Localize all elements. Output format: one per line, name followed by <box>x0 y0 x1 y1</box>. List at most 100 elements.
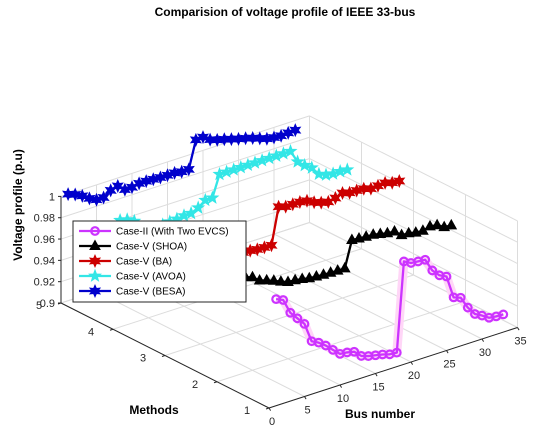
y-axis-label: Methods <box>129 403 179 417</box>
z-tick-label: 1 <box>49 191 55 203</box>
chart-title: Comparision of voltage profile of IEEE 3… <box>155 5 416 19</box>
data-point <box>260 273 273 285</box>
data-point <box>320 340 331 351</box>
legend-label: Case-V (AVOA) <box>116 272 186 283</box>
data-point <box>308 195 321 210</box>
data-point <box>196 130 210 145</box>
data-point <box>83 191 96 206</box>
data-point <box>290 154 305 168</box>
data-point <box>253 131 266 146</box>
x-tick-label: 25 <box>443 359 455 371</box>
data-point <box>191 200 206 214</box>
data-point <box>292 313 303 324</box>
x-axis-line <box>268 327 518 409</box>
y-tick-label: 4 <box>88 326 94 338</box>
x-tick-label: 20 <box>408 370 420 382</box>
data-point <box>300 193 314 208</box>
data-point <box>445 218 458 230</box>
data-point <box>204 132 217 147</box>
x-tick-mark <box>268 407 272 411</box>
data-point <box>265 238 278 253</box>
data-point <box>246 131 259 145</box>
y-tick-label: 1 <box>244 405 250 417</box>
data-point <box>285 307 296 318</box>
data-point <box>431 218 443 230</box>
side-wall-gridline <box>309 200 518 307</box>
data-point <box>111 179 124 193</box>
data-point <box>462 302 473 313</box>
data-point <box>441 271 452 282</box>
x-tick-label: 35 <box>514 336 526 348</box>
data-point <box>182 162 195 177</box>
z-tick-label: 0.9 <box>40 298 55 310</box>
data-point <box>427 265 438 276</box>
legend-swatch-marker <box>88 284 102 298</box>
data-point <box>275 275 287 286</box>
side-wall-gridline <box>309 222 518 328</box>
data-point <box>328 344 338 355</box>
legend-label: Case-II (With Two EVCS) <box>116 227 229 238</box>
y-tick-mark <box>161 355 166 357</box>
legend-label: Case-V (BESA) <box>116 287 185 298</box>
x-tick-label: 30 <box>479 347 491 359</box>
y-tick-mark <box>109 328 114 331</box>
data-point <box>283 143 298 158</box>
legend: Case-II (With Two EVCS) Case-V (SHOA) Case… <box>72 220 247 303</box>
data-point <box>388 224 401 236</box>
z-tick-label: 0.94 <box>34 255 55 267</box>
data-point <box>62 187 75 202</box>
side-wall-gridline <box>309 136 518 243</box>
data-point <box>391 347 402 358</box>
data-point <box>455 292 466 303</box>
legend-entry: Case-V (BESA) <box>79 284 185 298</box>
legend-label: Case-V (SHOA) <box>116 242 187 253</box>
z-tick-label: 0.96 <box>34 234 55 246</box>
data-point <box>299 319 310 329</box>
legend-label: Case-V (BA) <box>116 257 172 268</box>
data-point <box>278 295 289 305</box>
data-point <box>76 188 89 203</box>
data-point <box>267 274 280 285</box>
side-wall-gridline <box>309 158 518 264</box>
series-case-v-besa <box>62 123 302 207</box>
data-point <box>311 166 326 181</box>
data-point <box>304 160 319 174</box>
x-axis-label: Bus number <box>345 407 415 421</box>
x-tick-mark <box>375 373 378 377</box>
legend-entry: Case-II (With Two EVCS) <box>79 226 229 238</box>
legend-swatch-marker <box>90 226 100 236</box>
data-point <box>393 174 406 188</box>
x-tick-mark <box>481 338 485 342</box>
x-tick-label: 10 <box>337 393 349 405</box>
data-point <box>498 309 509 320</box>
legend-swatch-marker <box>88 268 102 282</box>
x-tick-label: 5 <box>304 405 310 417</box>
data-point <box>205 190 220 204</box>
data-point <box>246 270 259 282</box>
y-tick-label: 5 <box>36 300 42 312</box>
data-point <box>297 157 312 172</box>
x-tick-mark <box>339 384 343 388</box>
back-wall-gridline <box>60 115 310 197</box>
y-tick-label: 2 <box>192 379 198 391</box>
x-tick-label: 0 <box>269 416 275 428</box>
y-tick-mark <box>213 381 218 384</box>
legend-entry: Case-V (BA) <box>79 254 172 268</box>
z-axis-label: Voltage profile (p.u) <box>11 149 25 261</box>
y-tick-label: 3 <box>140 353 146 365</box>
data-point <box>97 190 110 205</box>
data-point <box>420 254 431 265</box>
data-point <box>253 273 266 285</box>
side-wall-gridline <box>309 115 518 222</box>
legend-entry: Case-V (AVOA) <box>79 268 186 283</box>
x-tick-mark <box>517 327 520 331</box>
series-case-ii-with-two-evcs <box>271 254 509 361</box>
data-point <box>289 123 302 138</box>
data-point <box>340 162 355 176</box>
z-tick-label: 0.98 <box>34 213 55 225</box>
data-point <box>338 261 351 273</box>
legend-swatch-marker <box>89 239 101 250</box>
back-wall-gridline <box>60 136 310 219</box>
